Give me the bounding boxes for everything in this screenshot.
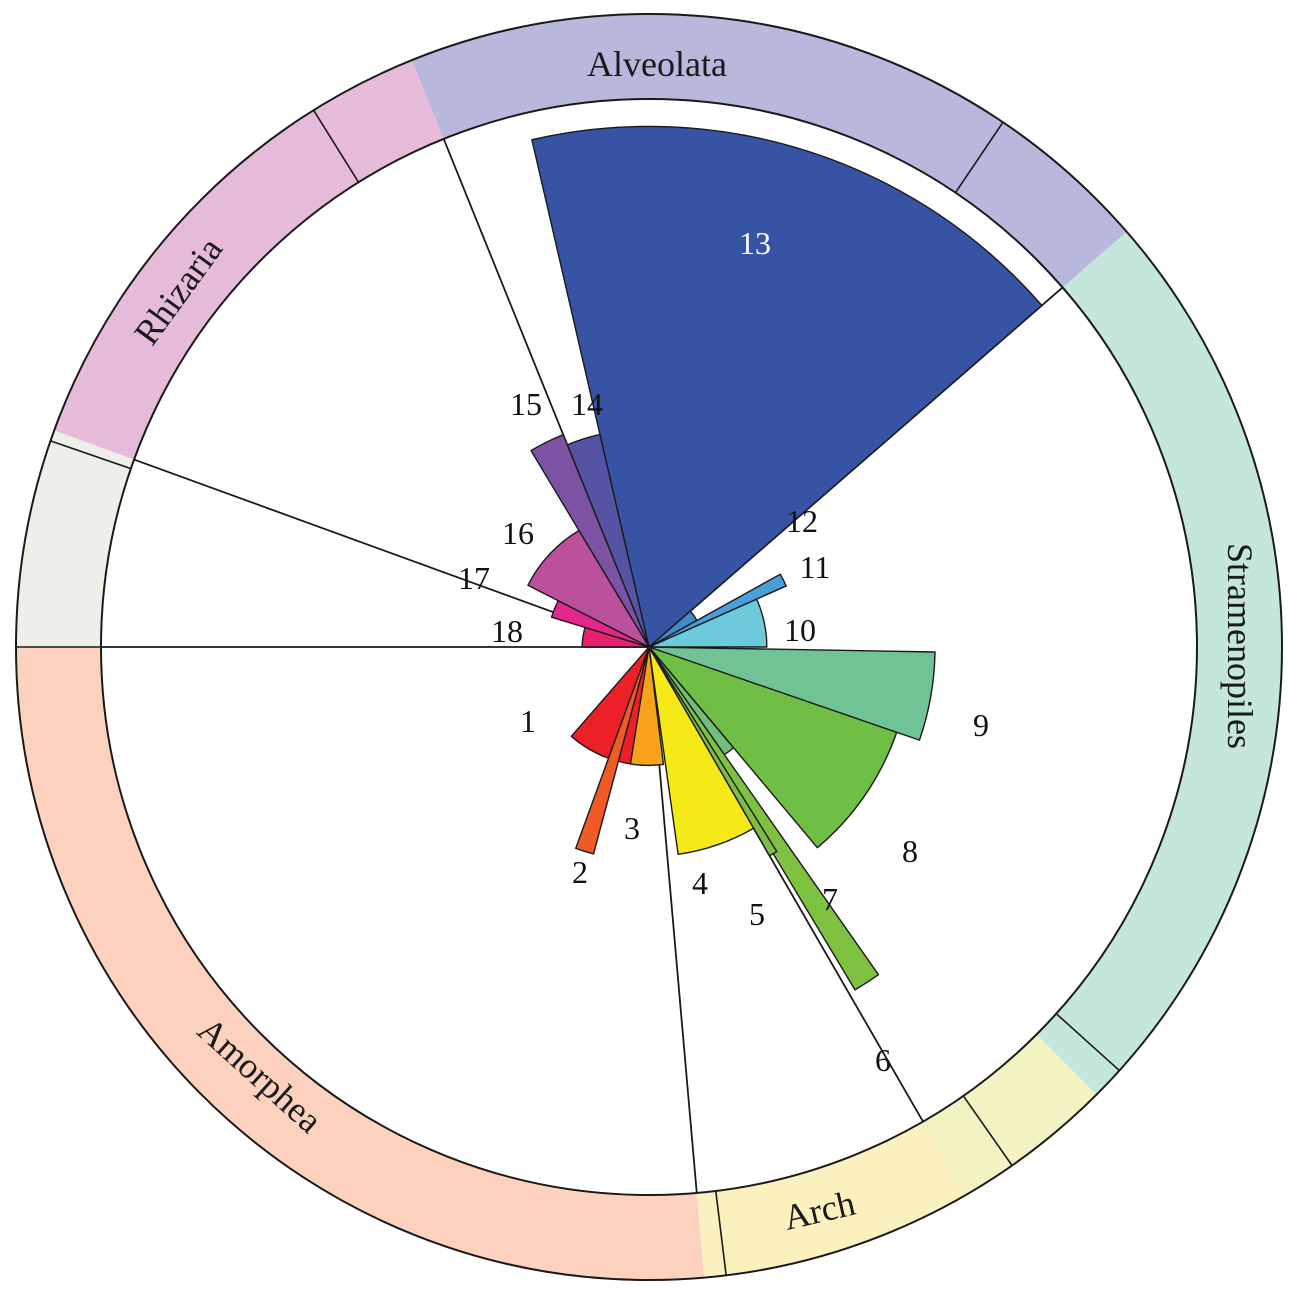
sector-label-5: 5 [749, 896, 765, 932]
sector-label-3: 3 [624, 810, 640, 846]
sector-17 [550, 600, 650, 648]
sector-label-10: 10 [784, 612, 816, 648]
group-band-stramenopiles [1036, 231, 1283, 1095]
sector-label-12: 12 [786, 503, 818, 539]
sector-label-7: 7 [822, 881, 838, 917]
group-boundary-3 [1055, 1013, 1120, 1072]
sector-label-18: 18 [491, 613, 523, 649]
sector-2 [575, 646, 650, 855]
sector-label-15: 15 [510, 386, 542, 422]
sector-13 [531, 125, 1043, 648]
group-band-alveolata [411, 13, 1127, 288]
sector-label-6: 6 [875, 1042, 891, 1078]
sector-label-4: 4 [692, 865, 708, 901]
group-boundary-4 [962, 1095, 1013, 1166]
sector-label-1: 1 [520, 703, 536, 739]
group-band-unlabeled-1 [923, 1034, 1097, 1196]
group-label-stramenopiles: Stramenopiles [1220, 543, 1260, 749]
sector-9 [648, 646, 936, 741]
data-sectors [527, 125, 1043, 991]
sector-label-14: 14 [571, 386, 603, 422]
sector-15 [530, 433, 650, 648]
group-boundary-1 [312, 109, 360, 183]
group-band-rhizaria [54, 60, 444, 460]
group-boundary-5 [714, 1190, 727, 1276]
sector-label-11: 11 [800, 549, 831, 585]
sector-3 [629, 646, 665, 767]
group-label-alveolata: Alveolata [587, 44, 727, 84]
group-band-amorphea [16, 647, 705, 1280]
group-boundary-2 [954, 121, 1004, 194]
sector-label-13: 13 [739, 225, 771, 261]
sector-labels: 1 2 3 4 5 6 7 8 9 10 11 12 13 14 15 16 1… [458, 225, 989, 1078]
group-band-arch [696, 1121, 966, 1278]
sector-6 [648, 646, 880, 991]
sector-label-8: 8 [902, 833, 918, 869]
sector-label-16: 16 [502, 515, 534, 551]
group-boundary-0 [50, 440, 132, 470]
group-ring [15, 13, 1283, 1281]
sector-5 [648, 646, 778, 857]
sector-label-9: 9 [973, 707, 989, 743]
group-band-unlabeled-2 [16, 430, 135, 647]
sector-label-17: 17 [458, 560, 490, 596]
sector-11 [648, 573, 787, 648]
sector-label-2: 2 [572, 854, 588, 890]
